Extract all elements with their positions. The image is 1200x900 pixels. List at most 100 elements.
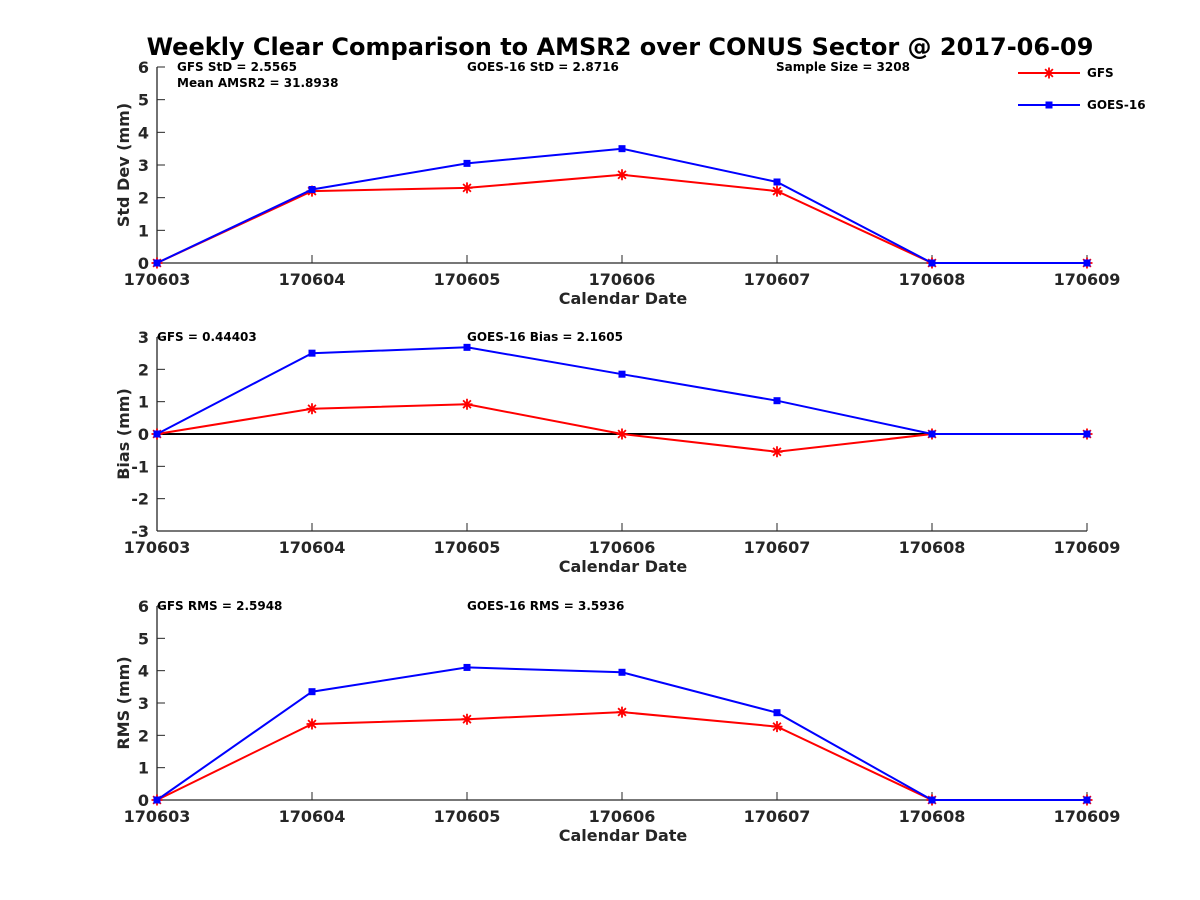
data-point — [1083, 796, 1091, 804]
data-point — [771, 185, 783, 197]
legend: GFS GOES-16 — [1018, 66, 1146, 112]
x-tick-label: 170605 — [434, 807, 501, 826]
x-axis-label: Calendar Date — [559, 289, 688, 308]
y-tick-label: 0 — [138, 425, 149, 444]
x-tick-label: 170609 — [1054, 538, 1121, 557]
data-point — [928, 259, 936, 267]
x-tick-label: 170606 — [589, 538, 656, 557]
y-axis-label: Bias (mm) — [114, 388, 133, 480]
data-point — [1083, 259, 1091, 267]
data-point — [461, 713, 473, 725]
chart-panel: 0 1 2 3 4 5 6 170603 170604 170605 170606 170607 170… — [114, 597, 1120, 845]
legend-entry: GOES-16 — [1018, 98, 1146, 112]
data-point — [773, 397, 781, 405]
x-tick-label: 170608 — [899, 807, 966, 826]
x-tick-label: 170604 — [279, 807, 346, 826]
x-tick-label: 170607 — [744, 807, 811, 826]
series-line — [156, 666, 1087, 801]
stat-annotation: Mean AMSR2 = 31.8938 — [177, 76, 338, 90]
y-tick-label: 5 — [138, 629, 149, 648]
y-tick-label: 2 — [138, 726, 149, 745]
chart-panel: 0 1 2 3 4 5 6 170603 170604 170605 170606 170607 170… — [114, 58, 1120, 308]
series-line — [156, 173, 1087, 264]
y-axis-label: RMS (mm) — [114, 656, 133, 749]
data-point — [461, 182, 473, 194]
panels: 0 1 2 3 4 5 6 170603 170604 170605 170606 170607 170… — [114, 58, 1120, 845]
legend-label: GFS — [1087, 66, 1114, 80]
legend-entry: GFS — [1018, 66, 1114, 80]
y-tick-label: 6 — [138, 58, 149, 77]
y-tick-label: -3 — [131, 522, 149, 541]
x-tick-label: 170609 — [1054, 270, 1121, 289]
x-axis-label: Calendar Date — [559, 826, 688, 845]
data-point — [306, 718, 318, 730]
y-tick-label: 0 — [138, 791, 149, 810]
y-tick-label: 3 — [138, 328, 149, 347]
y-tick-label: -2 — [131, 490, 149, 509]
data-point — [616, 706, 628, 718]
stat-annotation: GFS RMS = 2.5948 — [157, 599, 282, 613]
data-point — [463, 159, 471, 167]
chart-panel: -3 -2 -1 0 1 2 3 170603 170604 170605 170606 170607… — [114, 328, 1120, 576]
data-point — [153, 796, 161, 804]
figure-title: Weekly Clear Comparison to AMSR2 over CO… — [147, 33, 1094, 61]
y-tick-label: 2 — [138, 360, 149, 379]
x-tick-label: 170608 — [899, 270, 966, 289]
series-line — [156, 711, 1087, 801]
y-tick-label: 3 — [138, 156, 149, 175]
y-tick-label: 6 — [138, 597, 149, 616]
x-tick-label: 170606 — [589, 807, 656, 826]
y-tick-label: 3 — [138, 694, 149, 713]
y-tick-label: 0 — [138, 254, 149, 273]
x-tick-label: 170604 — [279, 270, 346, 289]
y-tick-label: 5 — [138, 91, 149, 110]
data-point — [308, 688, 316, 696]
x-tick-label: 170604 — [279, 538, 346, 557]
stat-annotation: GOES-16 RMS = 3.5936 — [467, 599, 624, 613]
y-tick-label: 1 — [138, 759, 149, 778]
data-point — [153, 259, 161, 267]
data-point — [616, 428, 628, 440]
data-point — [308, 349, 316, 357]
stat-annotation: GOES-16 Bias = 2.1605 — [467, 330, 623, 344]
y-tick-label: 1 — [138, 221, 149, 240]
data-point — [773, 709, 781, 717]
data-point — [771, 446, 783, 458]
series-line — [156, 147, 1087, 264]
x-tick-label: 170606 — [589, 270, 656, 289]
legend-marker — [1045, 101, 1053, 109]
data-point — [618, 145, 626, 153]
y-tick-label: 2 — [138, 189, 149, 208]
stat-annotation: Sample Size = 3208 — [776, 60, 910, 74]
x-tick-label: 170607 — [744, 538, 811, 557]
data-point — [463, 663, 471, 671]
data-point — [773, 178, 781, 186]
legend-label: GOES-16 — [1087, 98, 1146, 112]
data-point — [461, 398, 473, 410]
y-tick-label: 1 — [138, 393, 149, 412]
data-point — [618, 668, 626, 676]
data-point — [1083, 430, 1091, 438]
x-tick-label: 170605 — [434, 270, 501, 289]
x-tick-label: 170603 — [124, 807, 191, 826]
y-tick-label: 4 — [138, 123, 149, 142]
data-point — [618, 370, 626, 378]
x-tick-label: 170608 — [899, 538, 966, 557]
series-line — [156, 403, 1087, 453]
data-point — [928, 796, 936, 804]
data-point — [306, 403, 318, 415]
y-axis-label: Std Dev (mm) — [114, 103, 133, 227]
x-tick-label: 170603 — [124, 270, 191, 289]
data-point — [308, 186, 316, 193]
x-tick-label: 170607 — [744, 270, 811, 289]
stat-annotation: GFS StD = 2.5565 — [177, 60, 297, 74]
stat-annotation: GFS = 0.44403 — [157, 330, 257, 344]
x-tick-label: 170603 — [124, 538, 191, 557]
series-line — [156, 346, 1087, 435]
x-tick-label: 170605 — [434, 538, 501, 557]
data-point — [153, 430, 161, 438]
data-point — [616, 169, 628, 181]
x-axis-label: Calendar Date — [559, 557, 688, 576]
x-tick-label: 170609 — [1054, 807, 1121, 826]
